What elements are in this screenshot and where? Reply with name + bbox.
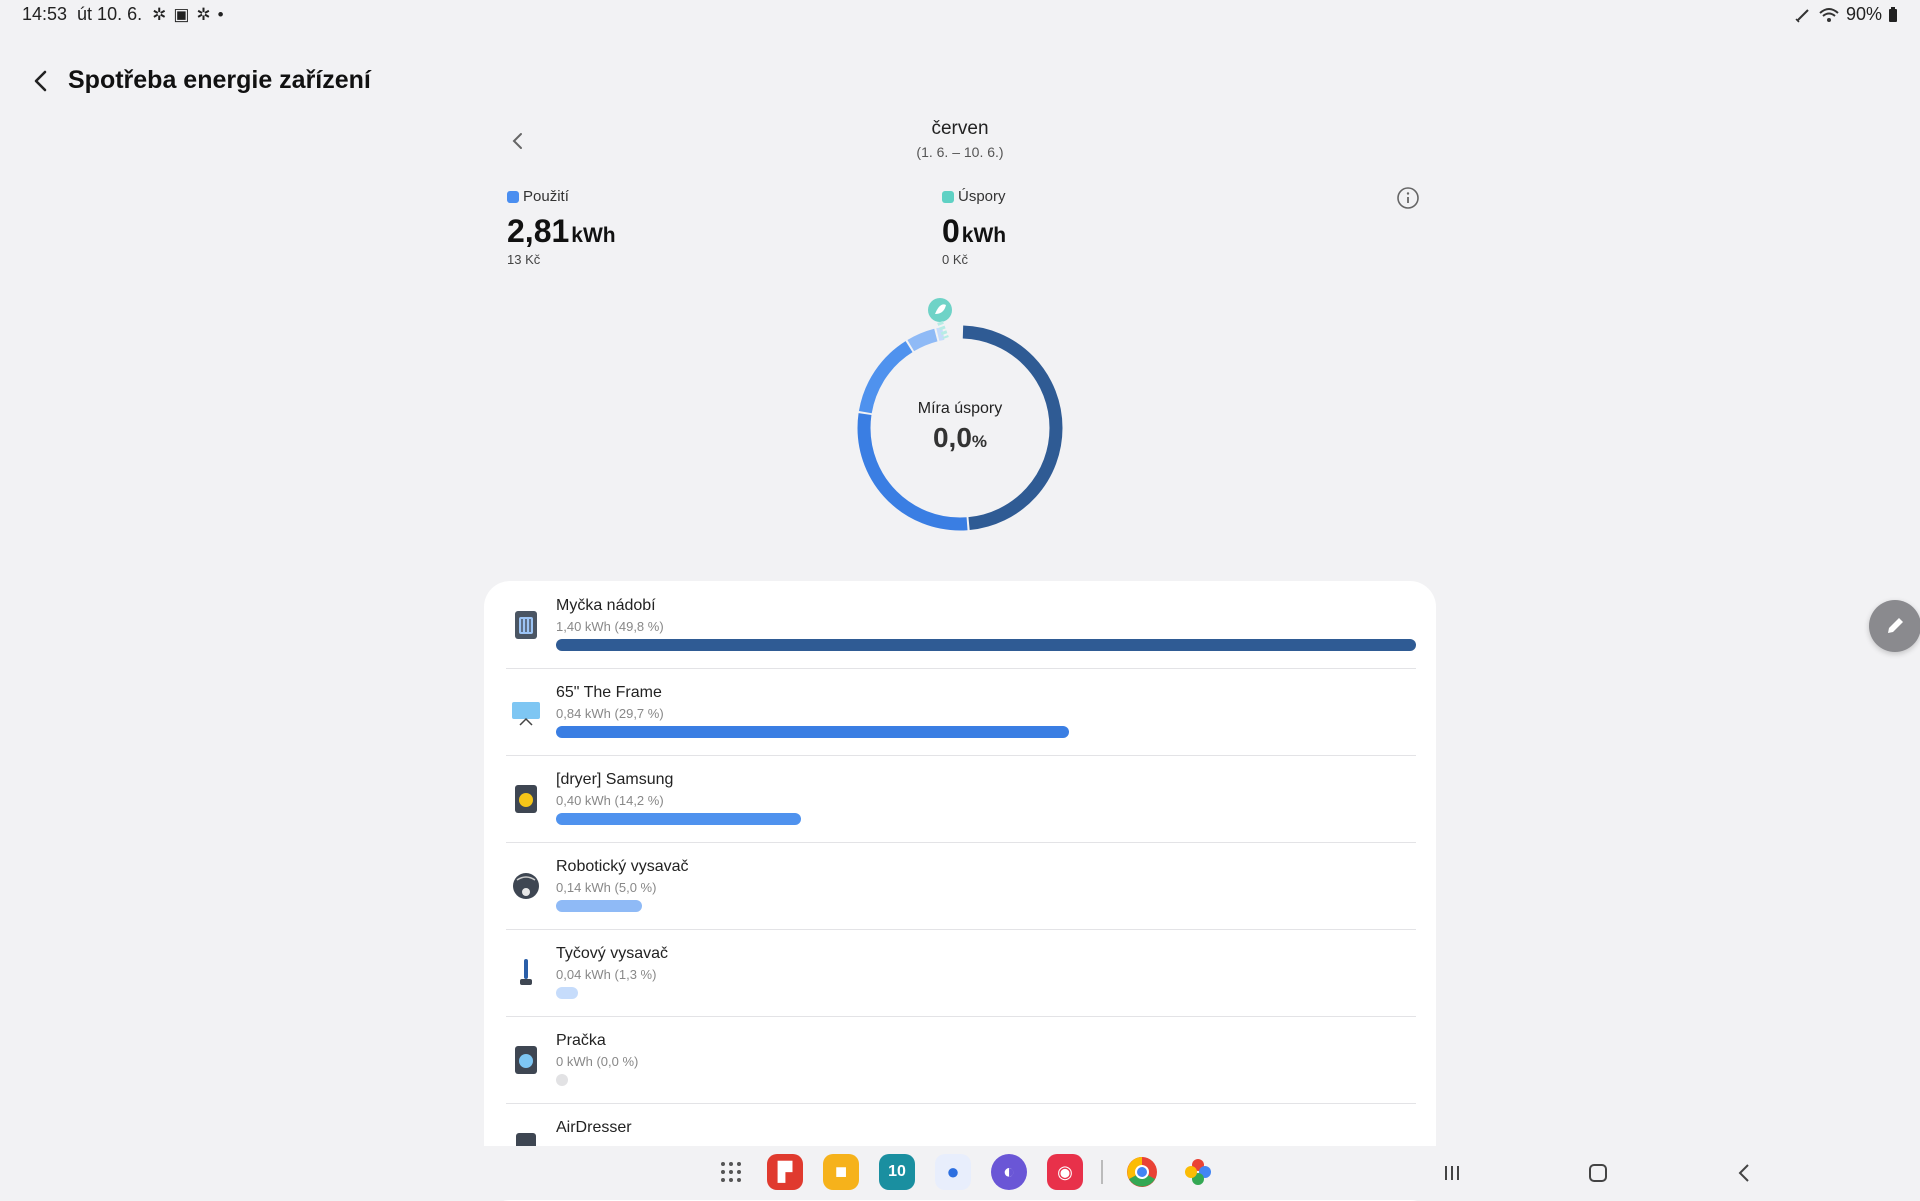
home-button[interactable] (1583, 1158, 1613, 1188)
period-range: (1. 6. – 10. 6.) (916, 144, 1004, 160)
internet-icon[interactable]: ◐ (991, 1154, 1027, 1190)
pen-off-icon (1795, 8, 1809, 23)
device-row[interactable]: 65" The Frame 0,84 kWh (29,7 %) (506, 668, 1416, 756)
device-energy: 1,40 kWh (49,8 %) (556, 619, 664, 634)
recents-icon (1445, 1166, 1459, 1180)
savings-unit: kWh (961, 224, 1007, 247)
dishwasher-icon (515, 611, 537, 639)
notification-icons: ✲ ▣ ✲ • (152, 5, 224, 25)
files-icon[interactable]: ■ (823, 1154, 859, 1190)
usage-icon (507, 190, 519, 203)
device-name: 65" The Frame (556, 684, 662, 701)
usage-value: 2,81 (507, 213, 570, 249)
dryer-icon (515, 785, 537, 813)
info-icon (1397, 187, 1419, 209)
device-name: Tyčový vysavač (556, 945, 669, 962)
status-bar-left: 14:53 út 10. 6. ✲ ▣ ✲ • (22, 4, 224, 25)
status-time: 14:53 (22, 4, 68, 24)
device-row[interactable]: [dryer] Samsung 0,40 kWh (14,2 %) (506, 755, 1416, 843)
device-usage-bar (556, 726, 1069, 738)
savings-cost: 0 Kč (942, 252, 969, 267)
device-row[interactable]: Myčka nádobí 1,40 kWh (49,8 %) (506, 581, 1416, 669)
device-usage-bar (556, 813, 802, 825)
device-name: Pračka (556, 1032, 606, 1049)
device-row[interactable]: Robotický vysavač 0,14 kWh (5,0 %) (506, 842, 1416, 930)
savings-rate-label: Míra úspory (917, 400, 1003, 417)
dock-divider (1101, 1160, 1103, 1184)
usage-summary: Použití 2,81kWh 13 Kč (507, 188, 616, 267)
screen-recorder-icon[interactable]: ◉ (1047, 1154, 1083, 1190)
device-usage-bar (556, 639, 1416, 651)
battery-icon (1889, 6, 1897, 22)
savings-segment (937, 320, 949, 340)
chevron-left-icon (34, 70, 47, 92)
savings-value: 0 (942, 213, 960, 249)
gallery-icon: ▣ (173, 4, 190, 24)
washer-icon (515, 1046, 537, 1074)
savings-rate-unit: % (971, 432, 988, 451)
chrome-icon[interactable] (1124, 1154, 1160, 1190)
flipboard-icon[interactable]: ▛ (767, 1154, 803, 1190)
savings-label: Úspory (958, 188, 1006, 205)
previous-period-button[interactable] (503, 126, 533, 156)
device-energy: 0 kWh (0,0 %) (556, 1054, 639, 1069)
pencil-icon (1888, 618, 1903, 633)
savings-summary: Úspory 0kWh 0 Kč (942, 188, 1006, 267)
period-display: červen (1. 6. – 10. 6.) (840, 118, 1080, 160)
device-name: Myčka nádobí (556, 597, 656, 614)
device-name: Robotický vysavač (556, 858, 689, 875)
energy-donut-chart (857, 298, 1063, 531)
status-date: út 10. 6. (77, 4, 143, 24)
battery-level: 90% (1845, 4, 1882, 24)
back-button[interactable] (26, 66, 56, 96)
device-row[interactable]: Tyčový vysavač 0,04 kWh (1,3 %) (506, 929, 1416, 1017)
device-row[interactable]: Pračka 0 kWh (0,0 %) (506, 1016, 1416, 1104)
device-energy: 0,40 kWh (14,2 %) (556, 793, 664, 808)
leaf-icon (942, 190, 954, 203)
messages-icon[interactable]: ● (935, 1154, 971, 1190)
device-usage-bar (556, 900, 643, 912)
calendar-icon[interactable]: 10 (879, 1154, 915, 1190)
home-icon (1589, 1164, 1607, 1182)
wifi-icon (1819, 7, 1839, 22)
savings-rate-value: 0,0 (932, 422, 972, 453)
period-month: červen (931, 118, 989, 139)
tv-icon (512, 702, 540, 726)
more-dot-icon: • (217, 4, 224, 24)
device-name: [dryer] Samsung (556, 771, 674, 788)
page-title: Spotřeba energie zařízení (68, 66, 371, 94)
usage-cost: 13 Kč (507, 252, 541, 267)
device-name: AirDresser (556, 1119, 632, 1136)
donut-center: Míra úspory 0,0% (860, 400, 1060, 454)
device-energy: 0,14 kWh (5,0 %) (556, 880, 657, 895)
robot-vacuum-icon (513, 873, 539, 899)
leaf-icon (935, 304, 946, 314)
nav-back-button[interactable] (1729, 1158, 1759, 1188)
usage-label: Použití (523, 188, 569, 205)
recent-apps-button[interactable] (1437, 1158, 1467, 1188)
donut-segment (857, 325, 1063, 531)
device-usage-bar (556, 987, 579, 999)
status-bar-right: 90% (1794, 4, 1898, 25)
chevron-left-icon (512, 133, 522, 149)
apps-grid-icon[interactable] (713, 1154, 749, 1190)
google-photos-icon[interactable] (1180, 1154, 1216, 1190)
stick-vacuum-icon (520, 959, 532, 985)
info-button[interactable] (1396, 186, 1420, 210)
device-energy: 0,04 kWh (1,3 %) (556, 967, 657, 982)
edit-button[interactable] (1869, 600, 1920, 652)
usage-unit: kWh (571, 224, 616, 247)
fan-icon: ✲ (196, 4, 211, 24)
donut-segment (857, 325, 1063, 531)
device-energy: 0,84 kWh (29,7 %) (556, 706, 664, 721)
device-list: Myčka nádobí 1,40 kWh (49,8 %) 65" The Fra… (484, 581, 1436, 1201)
chevron-left-icon (1738, 1164, 1749, 1182)
fan-icon: ✲ (152, 4, 167, 24)
device-usage-bar (556, 1074, 568, 1086)
